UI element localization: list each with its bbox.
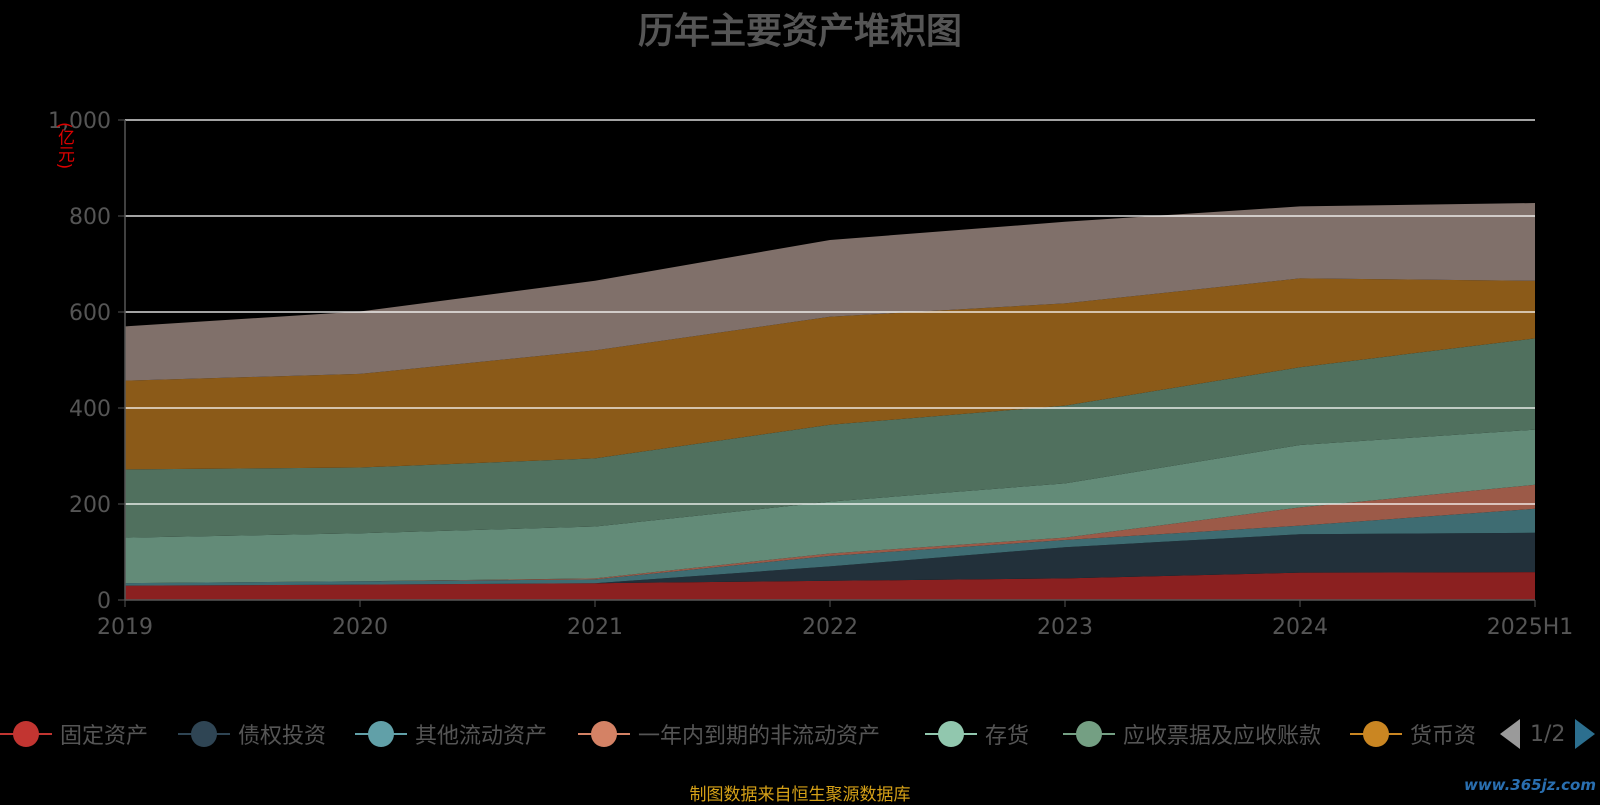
area-series-1: [125, 572, 1535, 600]
legend-item[interactable]: 债权投资: [178, 716, 326, 752]
x-tick-label: 2019: [97, 615, 153, 640]
legend-marker-icon: [1350, 716, 1402, 752]
legend: 固定资产 债权投资 其他流动资产 一年内到期的非流动资产 存货 应收票据及应收账款 货币资: [0, 716, 1600, 752]
area-series-2: [125, 532, 1535, 586]
y-axis-unit: (亿元): [54, 122, 74, 170]
legend-label: 货币资: [1410, 724, 1477, 749]
legend-item[interactable]: 固定资产: [0, 716, 148, 752]
x-tick-label: 2024: [1272, 615, 1328, 640]
y-tick-label: 1,000: [48, 109, 111, 134]
legend-pager: 1/2: [1500, 716, 1596, 752]
legend-marker-icon: [1063, 716, 1115, 752]
legend-label: 应收票据及应收账款: [1123, 724, 1322, 749]
legend-item[interactable]: 其他流动资产: [355, 716, 547, 752]
area-series-8: [125, 203, 1535, 381]
area-series-7: [125, 278, 1535, 470]
x-tick-label: 2025H1: [1487, 615, 1574, 640]
prev-page-icon[interactable]: [1500, 719, 1520, 749]
y-tick-label: 600: [69, 301, 111, 326]
legend-label: 固定资产: [60, 724, 149, 749]
legend-label: 一年内到期的非流动资产: [638, 724, 881, 749]
legend-page-indicator: 1/2: [1530, 721, 1566, 747]
area-series-5: [125, 429, 1535, 584]
y-tick-label: 200: [69, 493, 111, 518]
data-source-note: 制图数据来自恒生聚源数据库: [689, 785, 911, 805]
chart-title: 历年主要资产堆积图: [637, 11, 962, 52]
area-series-6: [125, 338, 1535, 538]
x-tick-label: 2021: [567, 615, 623, 640]
area-layer: [125, 203, 1535, 600]
legend-item[interactable]: 存货: [925, 716, 1029, 752]
legend-label: 债权投资: [238, 724, 327, 749]
y-tick-label: 400: [69, 397, 111, 422]
y-tick-label: 800: [69, 205, 111, 230]
legend-item[interactable]: 一年内到期的非流动资产: [578, 716, 880, 752]
legend-label: 存货: [985, 724, 1030, 749]
legend-marker-icon: [355, 716, 407, 752]
legend-item[interactable]: 货币资: [1350, 716, 1476, 752]
x-tick-label: 2022: [802, 615, 858, 640]
next-page-icon[interactable]: [1575, 719, 1596, 749]
x-tick-label: 2023: [1037, 615, 1093, 640]
legend-marker-icon: [0, 716, 52, 752]
axes-layer: 0 200 400 600 800 1,000 2019 2020 2021 2022 2023 20…: [48, 109, 1573, 640]
y-tick-label: 0: [97, 589, 111, 614]
legend-marker-icon: [178, 716, 230, 752]
watermark: www.365jz.com: [1463, 776, 1596, 794]
grid-layer: [125, 119, 1535, 505]
legend-label: 其他流动资产: [415, 724, 548, 749]
x-tick-label: 2020: [332, 615, 388, 640]
legend-marker-icon: [578, 716, 630, 752]
legend-marker-icon: [925, 716, 977, 752]
legend-item[interactable]: 应收票据及应收账款: [1063, 716, 1321, 752]
